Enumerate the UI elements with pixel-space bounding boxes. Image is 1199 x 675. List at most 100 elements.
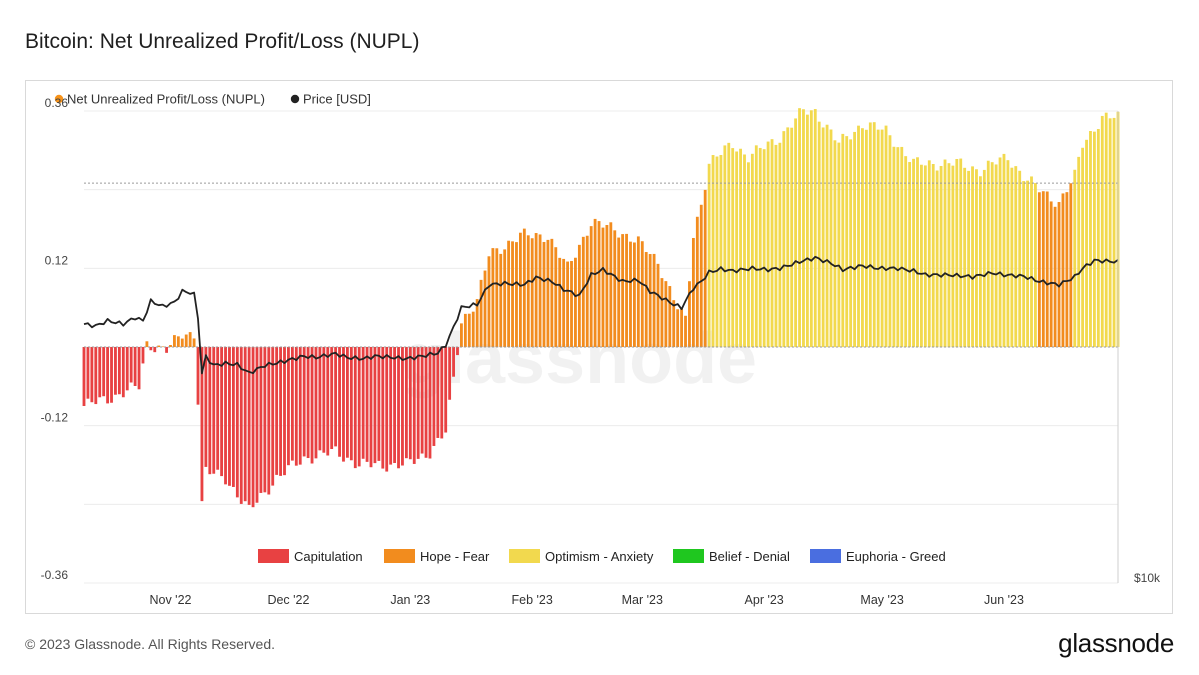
regime-legend-item[interactable]: Hope - Fear bbox=[384, 549, 490, 564]
nupl-bar bbox=[90, 347, 94, 403]
nupl-bar bbox=[656, 263, 660, 347]
nupl-bar bbox=[503, 249, 507, 347]
nupl-bar bbox=[625, 233, 628, 347]
nupl-bar bbox=[908, 162, 912, 347]
nupl-bar bbox=[349, 347, 353, 461]
nupl-bar bbox=[290, 347, 294, 461]
nupl-bar bbox=[522, 228, 526, 347]
nupl-bar bbox=[259, 347, 263, 493]
nupl-bar bbox=[180, 338, 184, 347]
legend-item-nupl[interactable]: Net Unrealized Profit/Loss (NUPL) bbox=[54, 92, 265, 107]
nupl-bar bbox=[735, 151, 739, 347]
nupl-bar bbox=[377, 347, 381, 461]
nupl-bar bbox=[224, 347, 227, 485]
regime-legend-item[interactable]: Capitulation bbox=[258, 549, 363, 564]
legend-label-nupl: Net Unrealized Profit/Loss (NUPL) bbox=[67, 92, 265, 107]
nupl-bar bbox=[923, 165, 927, 347]
nupl-bar bbox=[141, 347, 145, 364]
nupl-bar bbox=[326, 347, 330, 456]
nupl-bar bbox=[401, 347, 404, 466]
nupl-bar bbox=[338, 347, 341, 457]
nupl-bar bbox=[990, 162, 994, 347]
nupl-bar bbox=[471, 311, 475, 347]
nupl-bar bbox=[94, 347, 98, 405]
top-legend: Net Unrealized Profit/Loss (NUPL) Price … bbox=[54, 92, 371, 107]
nupl-bar bbox=[884, 125, 888, 347]
nupl-bar bbox=[605, 225, 609, 347]
nupl-bar bbox=[176, 336, 180, 347]
nupl-bar bbox=[971, 166, 974, 347]
nupl-bar bbox=[762, 149, 766, 347]
nupl-bar bbox=[857, 125, 860, 347]
nupl-bar bbox=[849, 139, 853, 347]
nupl-bar bbox=[695, 216, 699, 347]
nupl-bar bbox=[1061, 193, 1065, 347]
brand-logo[interactable]: glassnode bbox=[1058, 628, 1174, 658]
nupl-bar bbox=[652, 253, 656, 347]
nupl-bar bbox=[546, 239, 550, 347]
legend-item-price[interactable]: Price [USD] bbox=[290, 92, 371, 107]
nupl-bar bbox=[676, 309, 680, 347]
nupl-bar bbox=[754, 145, 758, 347]
nupl-bar bbox=[165, 347, 168, 353]
nupl-bar bbox=[719, 154, 723, 347]
nupl-bar bbox=[263, 347, 267, 493]
nupl-bar bbox=[581, 236, 585, 347]
nupl-bar bbox=[648, 254, 652, 347]
nupl-bar bbox=[798, 108, 801, 347]
x-axis: Nov '22 Dec '22 Jan '23 Feb '23 Mar '23 Apr '… bbox=[149, 593, 1023, 607]
nupl-bar bbox=[102, 347, 106, 397]
nupl-bar bbox=[397, 347, 400, 469]
nupl-bar bbox=[82, 347, 86, 406]
nupl-bar bbox=[357, 347, 361, 467]
nupl-bar bbox=[298, 347, 302, 465]
nupl-bar bbox=[1112, 117, 1116, 348]
nupl-bar bbox=[302, 347, 306, 457]
nupl-bar bbox=[511, 241, 514, 347]
nupl-bar bbox=[927, 160, 931, 347]
y-tick-label: -0.12 bbox=[41, 411, 69, 425]
chart-title: Bitcoin: Net Unrealized Profit/Loss (NUP… bbox=[25, 30, 420, 53]
nupl-bar bbox=[515, 242, 518, 347]
nupl-bar bbox=[1096, 129, 1100, 347]
nupl-bar bbox=[404, 347, 408, 459]
nupl-bar bbox=[153, 347, 157, 353]
nupl-bar bbox=[279, 347, 282, 476]
nupl-bar bbox=[456, 347, 459, 356]
nupl-bar bbox=[904, 156, 908, 347]
nupl-bar bbox=[817, 121, 821, 347]
grid-lines bbox=[84, 110, 1118, 584]
nupl-bar bbox=[868, 122, 872, 347]
nupl-bar bbox=[275, 347, 279, 475]
nupl-bar bbox=[452, 347, 455, 377]
nupl-bar bbox=[939, 165, 943, 347]
nupl-bar bbox=[1053, 206, 1057, 347]
nupl-bar bbox=[145, 341, 149, 347]
nupl-bar bbox=[668, 286, 672, 347]
reference-lines bbox=[84, 182, 1118, 348]
nupl-bar bbox=[912, 158, 915, 347]
nupl-bar bbox=[121, 347, 125, 398]
regime-legend-item[interactable]: Euphoria - Greed bbox=[810, 549, 946, 564]
nupl-bar bbox=[212, 347, 216, 474]
nupl-bar bbox=[271, 347, 275, 486]
nupl-bar bbox=[534, 233, 538, 347]
nupl-bar bbox=[479, 279, 483, 347]
nupl-bar bbox=[601, 227, 605, 347]
nupl-bar bbox=[727, 142, 731, 347]
nupl-bar bbox=[747, 162, 750, 347]
nupl-bar bbox=[750, 153, 754, 347]
nupl-bar bbox=[975, 169, 978, 347]
y-axis: 0.36 0.12 -0.12 -0.36 bbox=[41, 96, 69, 582]
nupl-bar bbox=[495, 248, 499, 347]
regime-legend-item[interactable]: Belief - Denial bbox=[673, 549, 790, 564]
regime-legend-item[interactable]: Optimism - Anxiety bbox=[509, 549, 654, 564]
nupl-bar bbox=[723, 145, 727, 347]
nupl-bar bbox=[318, 347, 322, 451]
nupl-bar bbox=[845, 136, 849, 347]
x-tick-label: Jan '23 bbox=[390, 593, 430, 607]
nupl-bar bbox=[1073, 169, 1077, 347]
nupl-bar bbox=[235, 347, 239, 498]
nupl-bar bbox=[644, 252, 648, 347]
nupl-bar bbox=[743, 154, 746, 347]
